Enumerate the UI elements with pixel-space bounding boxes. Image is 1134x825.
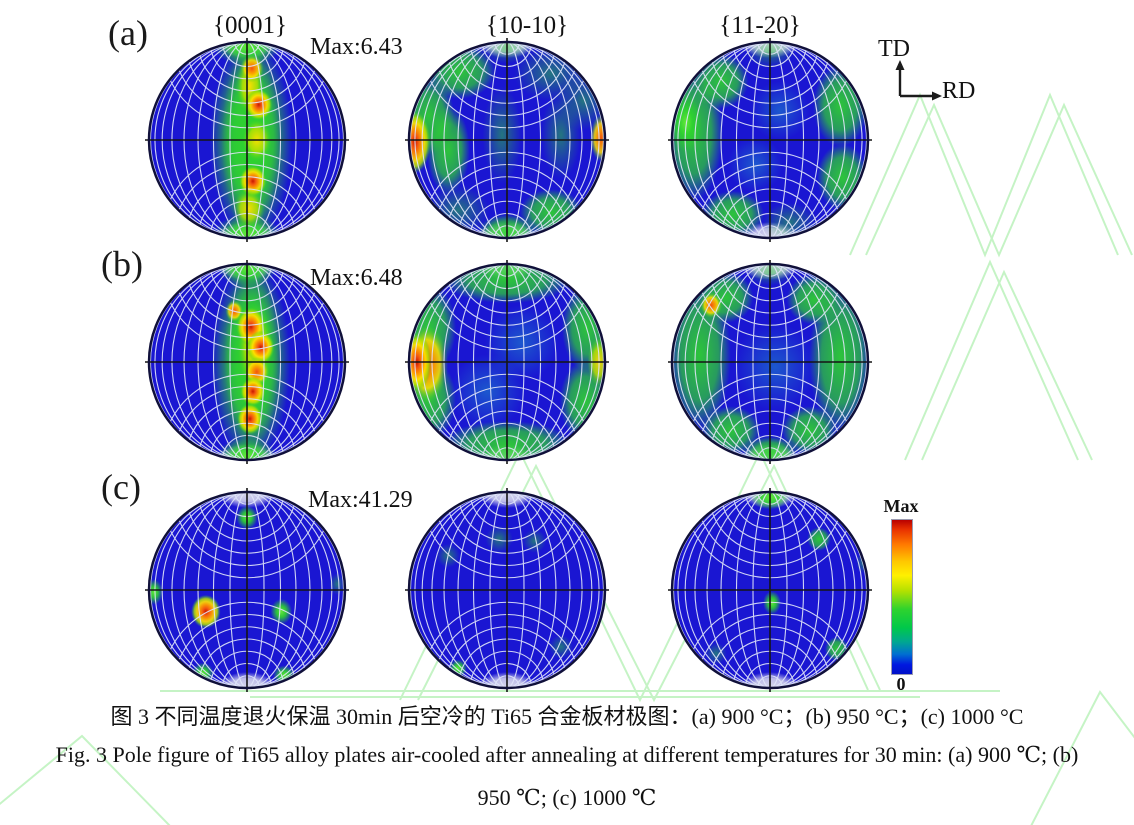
caption-english-line1: Fig. 3 Pole figure of Ti65 alloy plates … xyxy=(55,742,1079,767)
pole-figure-c-1010 xyxy=(405,488,609,692)
pole-figure-a-1010 xyxy=(405,38,609,242)
max-value-b: Max:6.48 xyxy=(310,265,403,291)
row-label-a: (a) xyxy=(108,13,148,53)
column-header-11-20: {11-20} xyxy=(719,12,801,39)
axes-marker: TD RD xyxy=(870,34,1000,114)
row-label-c: (c) xyxy=(101,467,141,507)
pole-figure-b-1010 xyxy=(405,260,609,464)
column-header-10-10: {10-10} xyxy=(485,12,569,39)
colorbar-max-label: Max xyxy=(883,496,919,516)
max-value-c: Max:41.29 xyxy=(308,487,413,513)
caption-chinese: 图 3 不同温度退火保温 30min 后空冷的 Ti65 合金板材极图：(a) … xyxy=(110,704,1024,729)
pole-figure-b-0001 xyxy=(145,260,349,464)
colorbar-zero-label: 0 xyxy=(896,674,906,694)
td-label: TD xyxy=(878,36,910,62)
axes-arrow-icon xyxy=(895,60,942,101)
colorbar: Max 0 xyxy=(875,496,935,696)
colorbar-gradient xyxy=(891,519,913,675)
rd-label: RD xyxy=(942,78,976,104)
pole-figure-b-1120 xyxy=(668,260,872,464)
max-value-a: Max:6.43 xyxy=(310,34,403,60)
pole-figure-a-0001 xyxy=(145,38,349,242)
pole-figure-c-1120 xyxy=(668,488,872,692)
caption-english-line2: 950 ℃; (c) 1000 ℃ xyxy=(477,785,657,810)
column-header-0001: {0001} xyxy=(213,12,287,39)
row-label-b: (b) xyxy=(101,244,143,284)
pole-figure-c-0001 xyxy=(145,488,349,692)
pole-figure-a-1120 xyxy=(668,38,872,242)
